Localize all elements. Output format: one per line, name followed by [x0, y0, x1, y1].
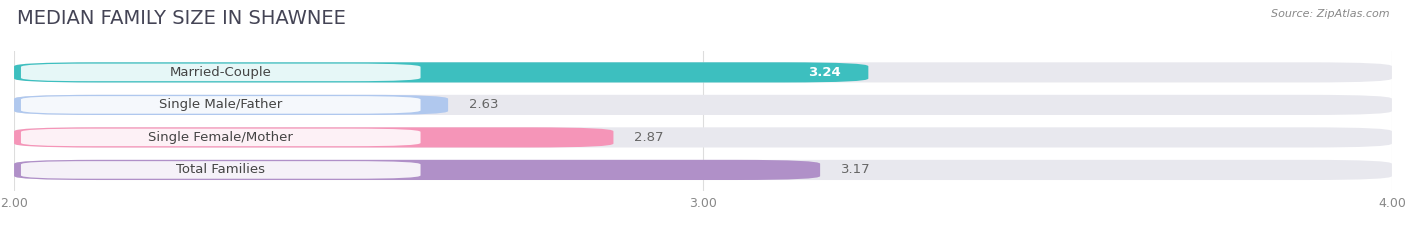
- Text: Single Female/Mother: Single Female/Mother: [148, 131, 294, 144]
- FancyBboxPatch shape: [14, 127, 613, 147]
- Text: MEDIAN FAMILY SIZE IN SHAWNEE: MEDIAN FAMILY SIZE IN SHAWNEE: [17, 9, 346, 28]
- Text: 2.63: 2.63: [468, 98, 498, 111]
- FancyBboxPatch shape: [14, 95, 1392, 115]
- FancyBboxPatch shape: [14, 127, 1392, 147]
- FancyBboxPatch shape: [21, 64, 420, 81]
- FancyBboxPatch shape: [14, 62, 869, 82]
- Text: Married-Couple: Married-Couple: [170, 66, 271, 79]
- FancyBboxPatch shape: [14, 95, 449, 115]
- FancyBboxPatch shape: [14, 160, 1392, 180]
- FancyBboxPatch shape: [21, 96, 420, 114]
- FancyBboxPatch shape: [14, 160, 820, 180]
- Text: 3.24: 3.24: [808, 66, 841, 79]
- FancyBboxPatch shape: [21, 161, 420, 179]
- Text: 2.87: 2.87: [634, 131, 664, 144]
- Text: 3.17: 3.17: [841, 163, 870, 176]
- Text: Source: ZipAtlas.com: Source: ZipAtlas.com: [1271, 9, 1389, 19]
- FancyBboxPatch shape: [14, 62, 1392, 82]
- FancyBboxPatch shape: [21, 129, 420, 146]
- Text: Single Male/Father: Single Male/Father: [159, 98, 283, 111]
- Text: Total Families: Total Families: [176, 163, 266, 176]
